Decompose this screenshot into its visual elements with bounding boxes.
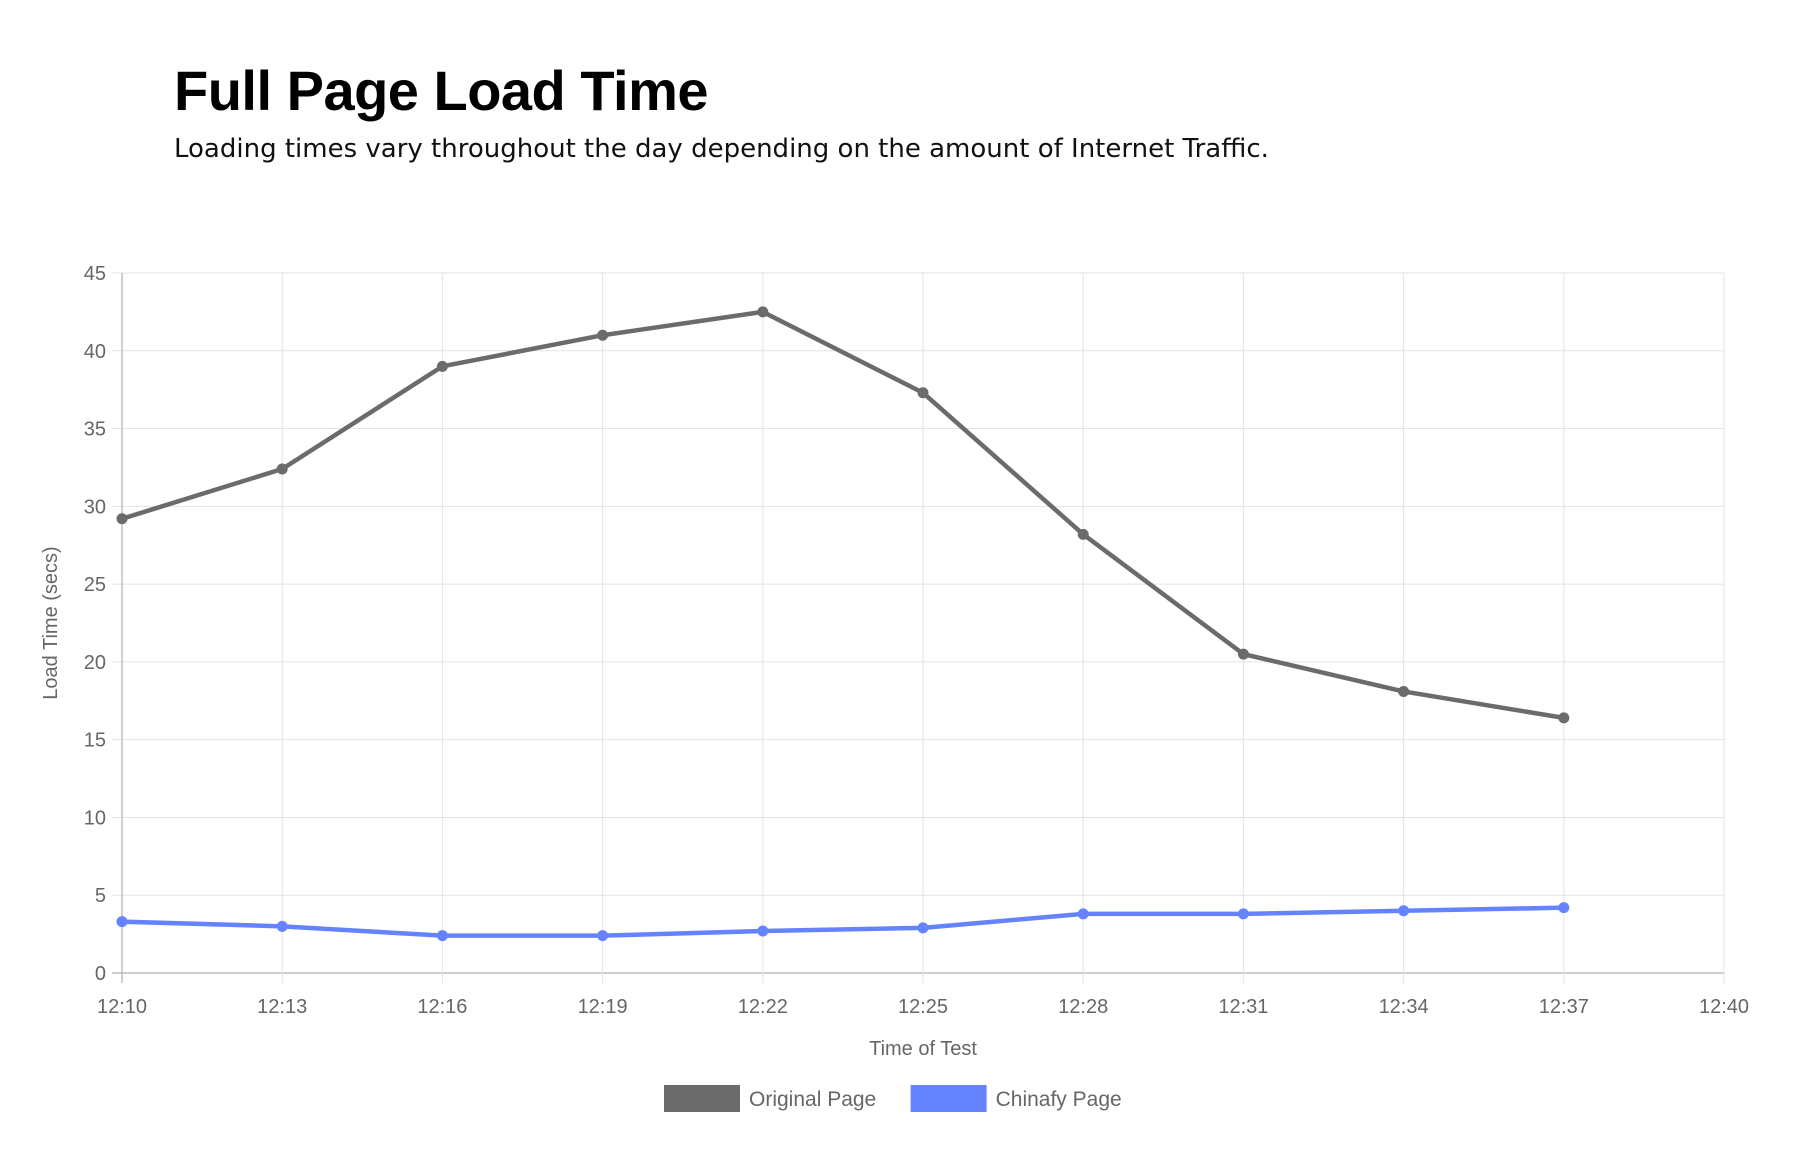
series-chinafy-page	[116, 902, 1570, 942]
data-point[interactable]	[276, 463, 288, 475]
data-point[interactable]	[757, 306, 769, 318]
page-subtitle: Loading times vary throughout the day de…	[174, 134, 1269, 164]
y-tick-label: 15	[84, 730, 106, 752]
data-point[interactable]	[436, 930, 448, 942]
legend-swatch	[664, 1085, 740, 1112]
legend-label: Chinafy Page	[996, 1088, 1122, 1111]
data-point[interactable]	[1237, 908, 1249, 920]
y-tick-label: 10	[84, 807, 106, 829]
data-point[interactable]	[116, 513, 128, 525]
series-original-page	[116, 306, 1570, 724]
y-tick-label: 5	[95, 885, 106, 907]
legend-item-original-page[interactable]: Original Page	[664, 1085, 876, 1112]
data-point[interactable]	[276, 920, 288, 932]
y-tick-label: 35	[84, 419, 106, 441]
x-tick-label: 12:31	[1218, 996, 1268, 1018]
x-tick-label: 12:37	[1539, 996, 1589, 1018]
y-tick-label: 40	[84, 341, 106, 363]
y-tick-label: 20	[84, 652, 106, 674]
data-point[interactable]	[917, 922, 929, 934]
data-point[interactable]	[116, 916, 128, 928]
data-point[interactable]	[1077, 528, 1089, 540]
data-point[interactable]	[597, 930, 609, 942]
x-tick-label: 12:13	[257, 996, 307, 1018]
x-tick-label: 12:40	[1699, 996, 1749, 1018]
page-title: Full Page Load Time	[174, 59, 709, 122]
grid	[112, 272, 1725, 983]
data-point[interactable]	[757, 925, 769, 937]
y-tick-label: 25	[84, 574, 106, 596]
data-point[interactable]	[1398, 685, 1410, 697]
legend-item-chinafy-page[interactable]: Chinafy Page	[910, 1085, 1122, 1112]
data-point[interactable]	[436, 360, 448, 372]
data-point[interactable]	[1398, 905, 1410, 917]
x-tick-label: 12:10	[97, 996, 147, 1018]
series-line	[119, 309, 1567, 721]
data-point[interactable]	[597, 329, 609, 341]
legend-label: Original Page	[749, 1088, 876, 1111]
x-tick-label: 12:22	[738, 996, 788, 1018]
y-axis-title: Load Time (secs)	[40, 546, 62, 699]
legend[interactable]: Original Page Chinafy Page	[664, 1085, 1122, 1112]
legend-swatch	[910, 1085, 987, 1112]
y-tick-label: 0	[95, 963, 106, 985]
y-tick-label: 30	[84, 496, 106, 518]
x-tick-label: 12:28	[1058, 996, 1108, 1018]
data-point[interactable]	[1237, 648, 1249, 660]
x-tick-label: 12:19	[578, 996, 628, 1018]
data-point[interactable]	[917, 387, 929, 399]
series-lines	[116, 306, 1570, 942]
x-tick-label: 12:34	[1379, 996, 1429, 1018]
series-line	[119, 905, 1567, 938]
data-point[interactable]	[1077, 908, 1089, 920]
axes: 0 5 10 15 20 25 30 35 40 45 12:10 12:13 12:16 12:19 12…	[84, 263, 1749, 1018]
chart-header: Full Page Load Time Loading times vary t…	[174, 56, 1269, 166]
y-tick-label: 45	[84, 263, 106, 285]
x-tick-label: 12:25	[898, 996, 948, 1018]
data-point[interactable]	[1558, 902, 1570, 914]
x-tick-label: 12:16	[417, 996, 467, 1018]
x-axis-title: Time of Test	[869, 1038, 977, 1060]
data-point[interactable]	[1558, 712, 1570, 724]
